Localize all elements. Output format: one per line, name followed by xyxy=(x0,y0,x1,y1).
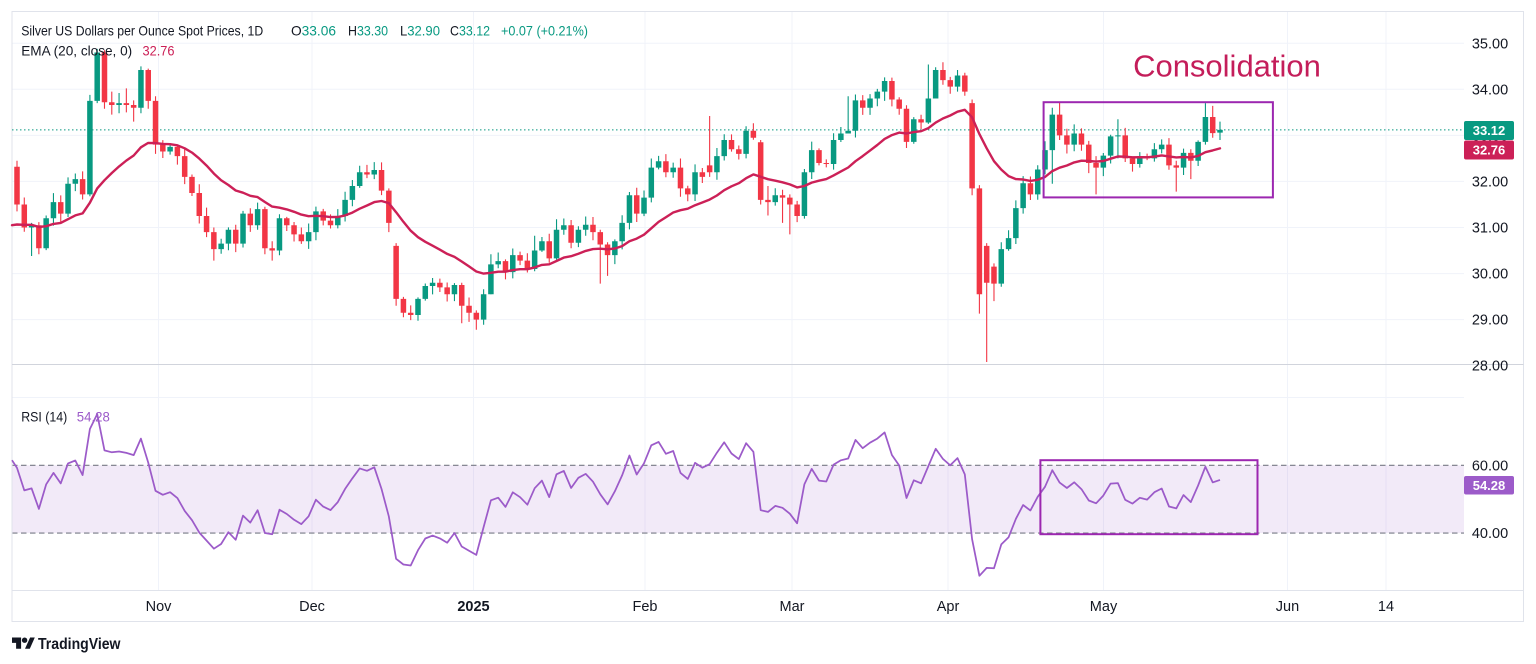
svg-text:32.00: 32.00 xyxy=(1472,174,1508,190)
svg-text:O33.06: O33.06 xyxy=(291,22,336,38)
svg-text:Silver US Dollars per Ounce Sp: Silver US Dollars per Ounce Spot Prices,… xyxy=(21,22,263,38)
svg-text:RSI (14): RSI (14) xyxy=(21,409,67,425)
svg-text:Feb: Feb xyxy=(633,599,658,615)
svg-text:33.12: 33.12 xyxy=(1473,123,1506,138)
svg-text:14: 14 xyxy=(1378,599,1394,615)
svg-text:60.00: 60.00 xyxy=(1472,458,1508,474)
svg-text:2025: 2025 xyxy=(457,599,489,615)
svg-text:28.00: 28.00 xyxy=(1472,359,1508,375)
svg-text:Nov: Nov xyxy=(146,599,173,615)
svg-text:35.00: 35.00 xyxy=(1472,36,1508,52)
svg-text:Jun: Jun xyxy=(1276,599,1299,615)
svg-text:L32.90: L32.90 xyxy=(400,22,440,38)
svg-text:Dec: Dec xyxy=(299,599,325,615)
svg-text:Consolidation: Consolidation xyxy=(1133,49,1321,84)
svg-text:29.00: 29.00 xyxy=(1472,313,1508,329)
svg-text:+0.07 (+0.21%): +0.07 (+0.21%) xyxy=(501,22,588,38)
svg-text:H33.30: H33.30 xyxy=(348,22,388,38)
svg-text:May: May xyxy=(1090,599,1118,615)
svg-text:54.28: 54.28 xyxy=(1473,478,1506,493)
svg-text:40.00: 40.00 xyxy=(1472,526,1508,542)
svg-text:31.00: 31.00 xyxy=(1472,221,1508,237)
svg-text:32.76: 32.76 xyxy=(1473,143,1506,158)
svg-text:34.00: 34.00 xyxy=(1472,82,1508,98)
svg-text:32.76: 32.76 xyxy=(143,42,175,58)
svg-text:EMA (20, close, 0): EMA (20, close, 0) xyxy=(21,42,132,58)
svg-text:Apr: Apr xyxy=(937,599,960,615)
svg-text:30.00: 30.00 xyxy=(1472,267,1508,283)
svg-text:54.28: 54.28 xyxy=(77,409,110,425)
svg-text:TradingView: TradingView xyxy=(38,636,121,653)
svg-text:Mar: Mar xyxy=(780,599,805,615)
svg-text:C33.12: C33.12 xyxy=(450,22,490,38)
